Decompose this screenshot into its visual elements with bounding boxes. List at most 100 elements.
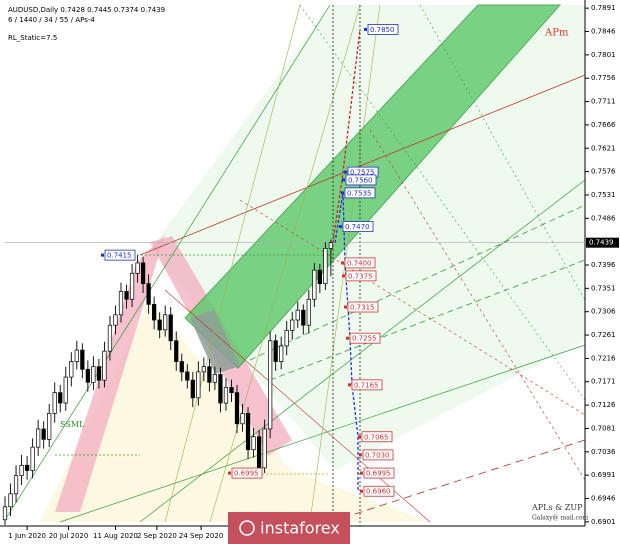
level-marker — [360, 489, 363, 493]
candle-body — [212, 374, 218, 383]
candle-body — [179, 361, 184, 373]
candle-body — [312, 269, 317, 300]
level-marker — [346, 336, 349, 340]
candle-body — [24, 464, 30, 471]
candle-body — [85, 368, 90, 383]
settings-info: 6 / 1440 / 34 / 55 / APs-4 — [8, 16, 95, 24]
level-label: 0.7415 — [107, 252, 132, 260]
level-marker — [341, 191, 344, 195]
forecast-path-up — [332, 29, 361, 243]
level-box — [345, 174, 377, 186]
candle-body — [91, 366, 96, 383]
y-tick-label: 0.6946 — [591, 494, 616, 502]
candle-body — [8, 493, 13, 508]
y-tick-label: 0.6901 — [591, 518, 616, 526]
candle-body — [223, 387, 229, 404]
candle-body — [157, 319, 162, 331]
level-marker — [359, 453, 362, 457]
y-tick-label: 0.7396 — [591, 261, 616, 269]
y-tick-label: 0.7891 — [591, 4, 616, 12]
candle-body — [69, 361, 74, 378]
candle-body — [47, 413, 52, 440]
level-label: 0.7315 — [350, 304, 375, 312]
level-label: 0.6995 — [234, 470, 259, 478]
candle-body — [245, 413, 251, 451]
x-tick-label: 1 Jun 2020 — [8, 532, 46, 540]
gray-box — [190, 310, 240, 374]
candle-body — [140, 262, 146, 285]
candle-body — [63, 376, 68, 404]
level-marker — [342, 178, 345, 182]
candle-body — [190, 379, 195, 399]
candle-body — [174, 340, 179, 362]
level-marker — [339, 225, 342, 229]
level-box — [347, 301, 379, 313]
candle-body — [80, 349, 85, 370]
level-box — [349, 332, 381, 344]
fan-line — [164, 4, 301, 523]
level-marker — [364, 27, 367, 31]
candle-body — [207, 366, 212, 383]
watermark-banner — [228, 512, 350, 544]
candle-body — [301, 309, 306, 326]
x-tick-label: 24 Sep 2020 — [179, 532, 223, 540]
candle-body — [102, 350, 107, 381]
level-box — [231, 467, 263, 479]
level-label: 0.7470 — [345, 223, 370, 231]
level-marker — [344, 305, 347, 309]
y-tick-label: 0.7531 — [591, 191, 616, 199]
candle-body — [295, 309, 300, 321]
candle-body — [163, 314, 168, 331]
level-marker — [344, 170, 347, 174]
candle-body — [118, 291, 124, 316]
candle-body — [36, 428, 41, 448]
candle-body — [279, 345, 284, 362]
candle-body — [290, 319, 295, 331]
y-tick-label: 0.6991 — [591, 471, 616, 479]
candle-body — [2, 506, 8, 521]
forecast-path-down — [334, 192, 359, 492]
current-price-box — [586, 237, 619, 248]
candle-body — [317, 269, 322, 285]
candle-body — [284, 330, 289, 347]
y-tick-label: 0.7351 — [591, 284, 616, 292]
candle-body — [41, 428, 46, 440]
level-box — [344, 257, 376, 269]
y-tick-label: 0.7846 — [591, 28, 616, 36]
candle-body — [323, 248, 328, 285]
level-marker — [341, 261, 344, 265]
candle-body — [19, 464, 24, 477]
trend-line — [269, 259, 586, 381]
y-tick-label: 0.7306 — [591, 308, 616, 316]
pink-band — [55, 235, 165, 512]
level-label: 0.7065 — [364, 433, 389, 441]
candle-body — [107, 324, 113, 352]
drawing-objects — [4, 4, 586, 526]
annotation: APm — [544, 28, 569, 39]
level-marker — [348, 383, 351, 387]
candle-body — [113, 314, 118, 326]
candle-body — [201, 366, 206, 373]
annotation: Galaxy@ mail.com — [532, 515, 589, 522]
candle-body — [124, 291, 129, 300]
y-tick-label: 0.7216 — [591, 354, 616, 362]
trend-line — [329, 439, 586, 523]
level-label: 0.6995 — [366, 470, 391, 478]
candle-body — [240, 413, 245, 425]
candle-body — [218, 374, 223, 404]
watermark: instaforex — [228, 512, 350, 544]
level-label: 0.7400 — [347, 259, 372, 267]
candle-body — [273, 340, 278, 362]
candle-body — [268, 340, 273, 430]
trend-line — [4, 4, 331, 521]
y-tick-label: 0.7711 — [591, 98, 616, 106]
y-tick-label: 0.7621 — [591, 144, 616, 152]
candle-body — [13, 475, 19, 495]
candle-body — [185, 371, 190, 381]
trend-line — [249, 204, 586, 361]
level-label: 0.7255 — [352, 335, 377, 343]
candle-body — [328, 242, 334, 249]
candle-body — [306, 298, 311, 326]
level-box — [344, 187, 376, 199]
y-tick-label: 0.7666 — [591, 121, 616, 129]
